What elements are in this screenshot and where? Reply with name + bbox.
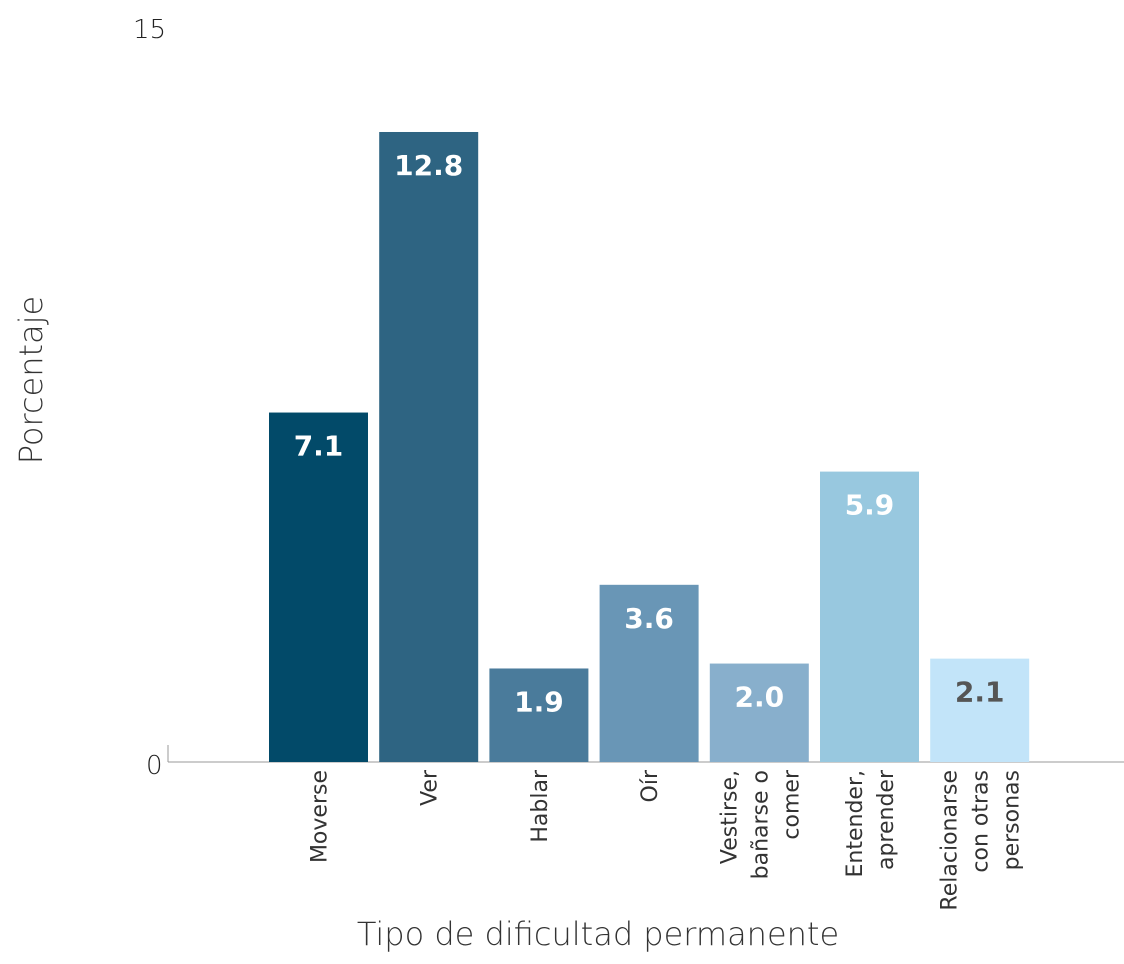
y-axis: 15 0 — [133, 15, 169, 781]
x-tick-label-5-line-1: aprender — [874, 769, 899, 870]
y-axis-title: Porcentaje — [12, 296, 50, 464]
bar-1 — [379, 131, 479, 762]
x-tick-label-5-line-0: Entender, — [843, 770, 868, 878]
y-tick-label-max: 15 — [133, 15, 166, 45]
category-labels-group: Moverse Ver Hablar Oír Vestirse, bañarse o com… — [308, 769, 1025, 911]
x-tick-label-4: Vestirse, bañarse o comer — [717, 769, 804, 879]
x-tick-label-3-line-0: Oír — [638, 769, 663, 802]
x-tick-label-6-line-1: con otras — [969, 770, 994, 873]
x-tick-label-4-line-2: comer — [779, 769, 804, 840]
x-tick-label-4-line-1: bañarse o — [748, 770, 773, 879]
bar-3 — [599, 584, 699, 762]
bar-value-label-4: 2.0 — [734, 681, 784, 714]
x-tick-label-3: Oír — [638, 769, 663, 802]
bar-4 — [709, 663, 809, 762]
bar-value-label-0: 7.1 — [294, 430, 344, 463]
bar-2 — [489, 668, 589, 762]
bar-6 — [930, 658, 1030, 762]
x-tick-label-1-line-0: Ver — [418, 769, 443, 806]
x-tick-label-0-line-0: Moverse — [308, 770, 333, 863]
x-tick-label-4-line-0: Vestirse, — [717, 770, 742, 864]
y-tick-label-min: 0 — [146, 751, 163, 781]
x-tick-label-6-line-0: Relacionarse — [938, 770, 963, 911]
x-tick-label-2: Hablar — [528, 769, 553, 843]
x-tick-label-5: Entender, aprender — [843, 769, 899, 877]
x-tick-label-6: Relacionarse con otras personas — [938, 770, 1025, 911]
x-axis-title: Tipo de dificultad permanente — [357, 915, 839, 953]
bar-0 — [269, 412, 368, 762]
bar-value-label-3: 3.6 — [624, 602, 674, 635]
bars-group: 7.1 12.8 1.9 3.6 2.0 5.9 2.1 — [269, 131, 1030, 762]
bar-value-label-6: 2.1 — [955, 676, 1005, 709]
x-tick-label-2-line-0: Hablar — [528, 769, 553, 843]
x-tick-label-6-line-2: personas — [1000, 770, 1025, 870]
bar-value-label-5: 5.9 — [845, 489, 895, 522]
x-tick-label-1: Ver — [418, 769, 443, 806]
bar-value-label-2: 1.9 — [514, 685, 564, 718]
bar-value-label-1: 12.8 — [394, 149, 463, 182]
x-tick-label-0: Moverse — [308, 770, 333, 863]
bar-5 — [820, 471, 919, 762]
